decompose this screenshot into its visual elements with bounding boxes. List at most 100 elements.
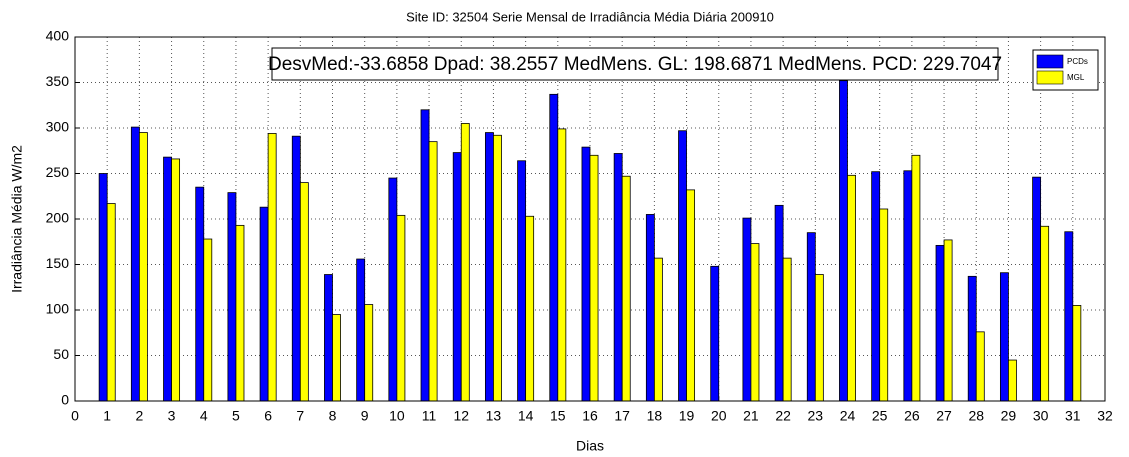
bar (645, 214, 655, 402)
x-tick-label: 16 (582, 408, 598, 424)
x-tick-label: 17 (614, 408, 630, 424)
bar (452, 152, 462, 402)
bar (935, 244, 945, 402)
x-tick-label: 30 (1033, 408, 1049, 424)
bar (267, 133, 277, 402)
bar (814, 274, 824, 402)
y-tick-label: 200 (46, 210, 70, 226)
bar (1040, 225, 1050, 402)
bar (525, 215, 535, 402)
x-tick-label: 14 (518, 408, 534, 424)
bar (388, 177, 398, 402)
bar (621, 175, 631, 402)
x-tick-label: 31 (1065, 408, 1081, 424)
bar (484, 132, 494, 402)
annotation: DesvMed:-33.6858 Dpad: 38.2557 MedMens. … (268, 54, 1002, 75)
bar (1072, 305, 1082, 402)
bar (782, 257, 792, 402)
bar (1008, 359, 1017, 402)
bar (557, 128, 567, 402)
bar (98, 173, 108, 402)
bar (806, 232, 816, 402)
bar (839, 80, 848, 402)
bar (171, 158, 181, 402)
x-tick-label: 0 (71, 408, 79, 424)
bar (967, 275, 977, 402)
bar (686, 189, 696, 402)
x-tick-label: 26 (904, 408, 920, 424)
x-tick-label: 12 (453, 408, 469, 424)
legend-swatch (1036, 70, 1064, 85)
bar (613, 153, 623, 402)
x-tick-label: 5 (232, 408, 240, 424)
bar (138, 132, 148, 402)
x-tick-label: 7 (296, 408, 304, 424)
bar (195, 186, 205, 402)
x-tick-label: 1 (103, 408, 111, 424)
x-tick-label: 10 (389, 408, 405, 424)
bar (742, 217, 752, 402)
x-tick-label: 4 (200, 408, 208, 424)
bar (653, 257, 663, 402)
bar (774, 204, 784, 402)
bar (235, 224, 245, 402)
y-tick-label: 350 (46, 73, 70, 89)
bar (847, 174, 856, 402)
x-tick-label: 21 (743, 408, 759, 424)
bar (420, 109, 430, 402)
x-tick-label: 8 (329, 408, 337, 424)
bar (259, 206, 269, 402)
bar (911, 154, 921, 402)
x-tick-label: 27 (936, 408, 952, 424)
bar (364, 304, 374, 402)
x-tick-label: 25 (872, 408, 888, 424)
bar (130, 126, 140, 402)
bar (975, 331, 985, 402)
plot-frame (74, 36, 1106, 402)
annotation-box (271, 47, 999, 81)
x-tick-label: 19 (679, 408, 695, 424)
bar (428, 141, 438, 402)
x-tick-label: 6 (264, 408, 272, 424)
bar (871, 171, 881, 402)
bar (106, 203, 116, 402)
bar (581, 146, 591, 402)
x-tick-label: 29 (1001, 408, 1017, 424)
x-tick-label: 13 (486, 408, 502, 424)
x-tick-label: 3 (168, 408, 176, 424)
legend-swatch (1036, 54, 1064, 69)
bar (999, 272, 1009, 402)
x-tick-label: 22 (775, 408, 791, 424)
y-tick-label: 300 (46, 119, 70, 135)
x-axis-label: Dias (576, 438, 604, 454)
bar (324, 274, 333, 402)
bar (517, 160, 527, 402)
bar (332, 314, 341, 402)
bar (1032, 176, 1042, 402)
y-axis-label: Irradiância Média W/m2 (9, 145, 25, 293)
bar (1064, 231, 1074, 402)
y-tick-label: 50 (53, 346, 69, 362)
bar (943, 239, 953, 402)
bar (710, 265, 720, 402)
x-tick-label: 18 (647, 408, 663, 424)
bar (356, 258, 366, 402)
bar (299, 182, 309, 402)
legend-label: PCDs (1067, 57, 1088, 66)
y-tick-label: 0 (61, 392, 69, 408)
chart-title: Site ID: 32504 Serie Mensal de Irradiânc… (406, 9, 774, 24)
x-tick-label: 2 (135, 408, 143, 424)
x-tick-label: 28 (968, 408, 984, 424)
bar (203, 238, 213, 402)
x-tick-label: 23 (808, 408, 824, 424)
bar (879, 208, 889, 402)
y-tick-label: 250 (46, 164, 70, 180)
bar (678, 130, 687, 402)
x-tick-label: 11 (422, 408, 437, 424)
bar (903, 170, 913, 402)
y-tick-label: 400 (46, 28, 70, 44)
bar (227, 192, 237, 402)
bar (396, 214, 406, 402)
bar (750, 243, 760, 402)
